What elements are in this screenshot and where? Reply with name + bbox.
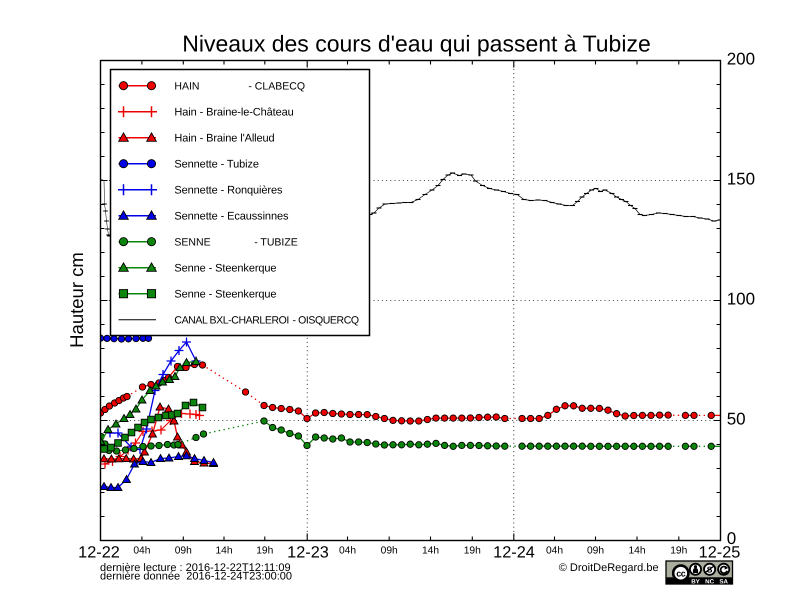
svg-text:12-24: 12-24	[493, 544, 535, 562]
svg-text:dernière lecture : 2016-12-22T: dernière lecture : 2016-12-22T12:11:09	[100, 562, 291, 574]
svg-text:Niveaux des cours d'eau qui pa: Niveaux des cours d'eau qui passent à Tu…	[182, 31, 651, 57]
svg-text:Sennette - Tubize: Sennette - Tubize	[174, 159, 259, 171]
svg-text:09h: 09h	[587, 546, 604, 557]
svg-text:Sennette - Ronquières: Sennette - Ronquières	[174, 185, 283, 197]
svg-text:BY: BY	[691, 578, 700, 585]
svg-text:dernière donnée 2016-12-24T23: dernière donnée 2016-12-24T23:00:00	[100, 571, 292, 583]
svg-text:SENNE: SENNE	[174, 237, 210, 249]
svg-text:19h: 19h	[464, 546, 481, 557]
svg-text:Hauteur cm: Hauteur cm	[66, 252, 87, 348]
svg-text:12-22: 12-22	[78, 544, 120, 562]
svg-text:Senne - Steenkerque: Senne - Steenkerque	[174, 263, 276, 275]
svg-text:50: 50	[727, 410, 746, 429]
svg-text:NC: NC	[705, 578, 714, 585]
svg-text:0: 0	[727, 529, 736, 548]
svg-text:12-23: 12-23	[287, 544, 329, 562]
svg-text:© DroitDeRegard.be: © DroitDeRegard.be	[559, 562, 659, 574]
svg-text:19h: 19h	[670, 546, 687, 557]
svg-text:CANAL BXL-CHARLEROI: CANAL BXL-CHARLEROI	[174, 315, 289, 327]
svg-text:09h: 09h	[381, 546, 398, 557]
svg-text:04h: 04h	[546, 546, 563, 557]
svg-text:SA: SA	[719, 578, 728, 585]
svg-text:14h: 14h	[422, 546, 439, 557]
svg-text:Hain - Braine l'Alleud: Hain - Braine l'Alleud	[174, 133, 274, 145]
svg-text:150: 150	[727, 170, 755, 189]
svg-text:HAIN: HAIN	[174, 81, 199, 93]
svg-text:09h: 09h	[175, 546, 192, 557]
svg-text:14h: 14h	[215, 546, 232, 557]
svg-text:- CLABECQ: - CLABECQ	[248, 81, 305, 93]
svg-text:04h: 04h	[339, 546, 356, 557]
svg-text:04h: 04h	[133, 546, 150, 557]
svg-text:12-25: 12-25	[699, 544, 741, 562]
svg-text:19h: 19h	[256, 546, 273, 557]
svg-text:Sennette - Ecaussinnes: Sennette - Ecaussinnes	[174, 211, 289, 223]
svg-text:cc: cc	[676, 568, 686, 578]
svg-text:14h: 14h	[628, 546, 645, 557]
svg-text:100: 100	[727, 290, 755, 309]
svg-text:Hain - Braine-le-Château: Hain - Braine-le-Château	[174, 107, 293, 119]
svg-text:- TUBIZE: - TUBIZE	[254, 237, 298, 249]
svg-text:Senne - Steenkerque: Senne - Steenkerque	[174, 289, 276, 301]
svg-text:200: 200	[727, 50, 755, 69]
svg-text:- OISQUERCQ: - OISQUERCQ	[292, 315, 358, 327]
